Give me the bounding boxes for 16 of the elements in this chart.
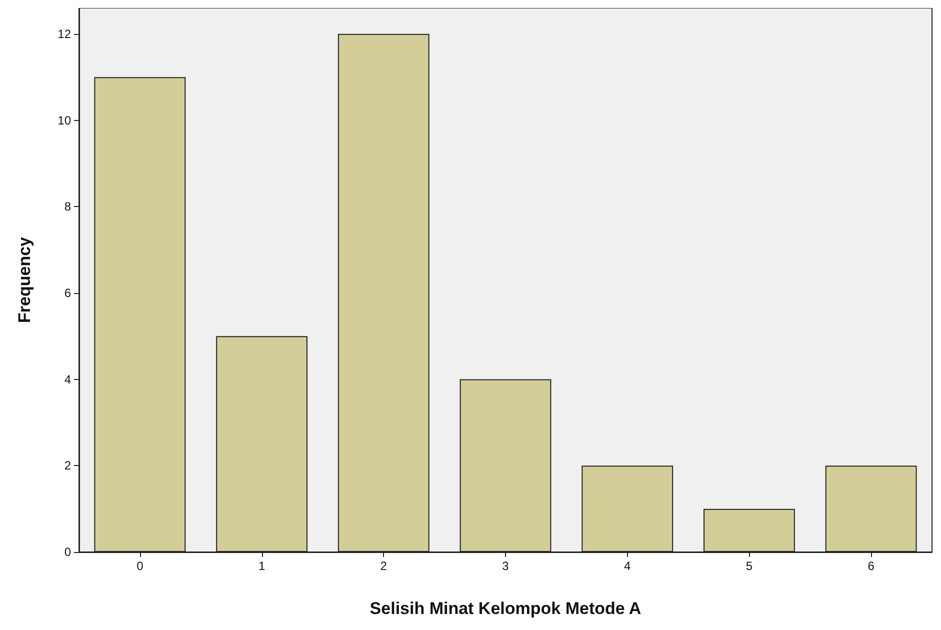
x-tick-label: 0 [136,559,144,573]
y-tick-label: 0 [64,545,72,559]
y-tick-label: 6 [64,286,72,300]
y-axis-title: Frequency [15,236,34,323]
x-tick-label: 5 [746,559,753,573]
y-tick-label: 10 [58,113,72,128]
x-tick-label: 4 [624,559,632,573]
y-tick-label: 12 [58,26,72,41]
y-tick-label: 4 [64,372,72,386]
x-axis-title: Selisih Minat Kelompok Metode A [370,599,642,618]
y-tick-label: 2 [64,458,72,473]
x-tick-label: 3 [502,559,510,573]
x-tick-label: 1 [258,559,266,573]
x-tick-label: 6 [868,559,875,573]
x-tick-label: 2 [380,559,388,573]
y-tick-label: 8 [64,200,72,214]
